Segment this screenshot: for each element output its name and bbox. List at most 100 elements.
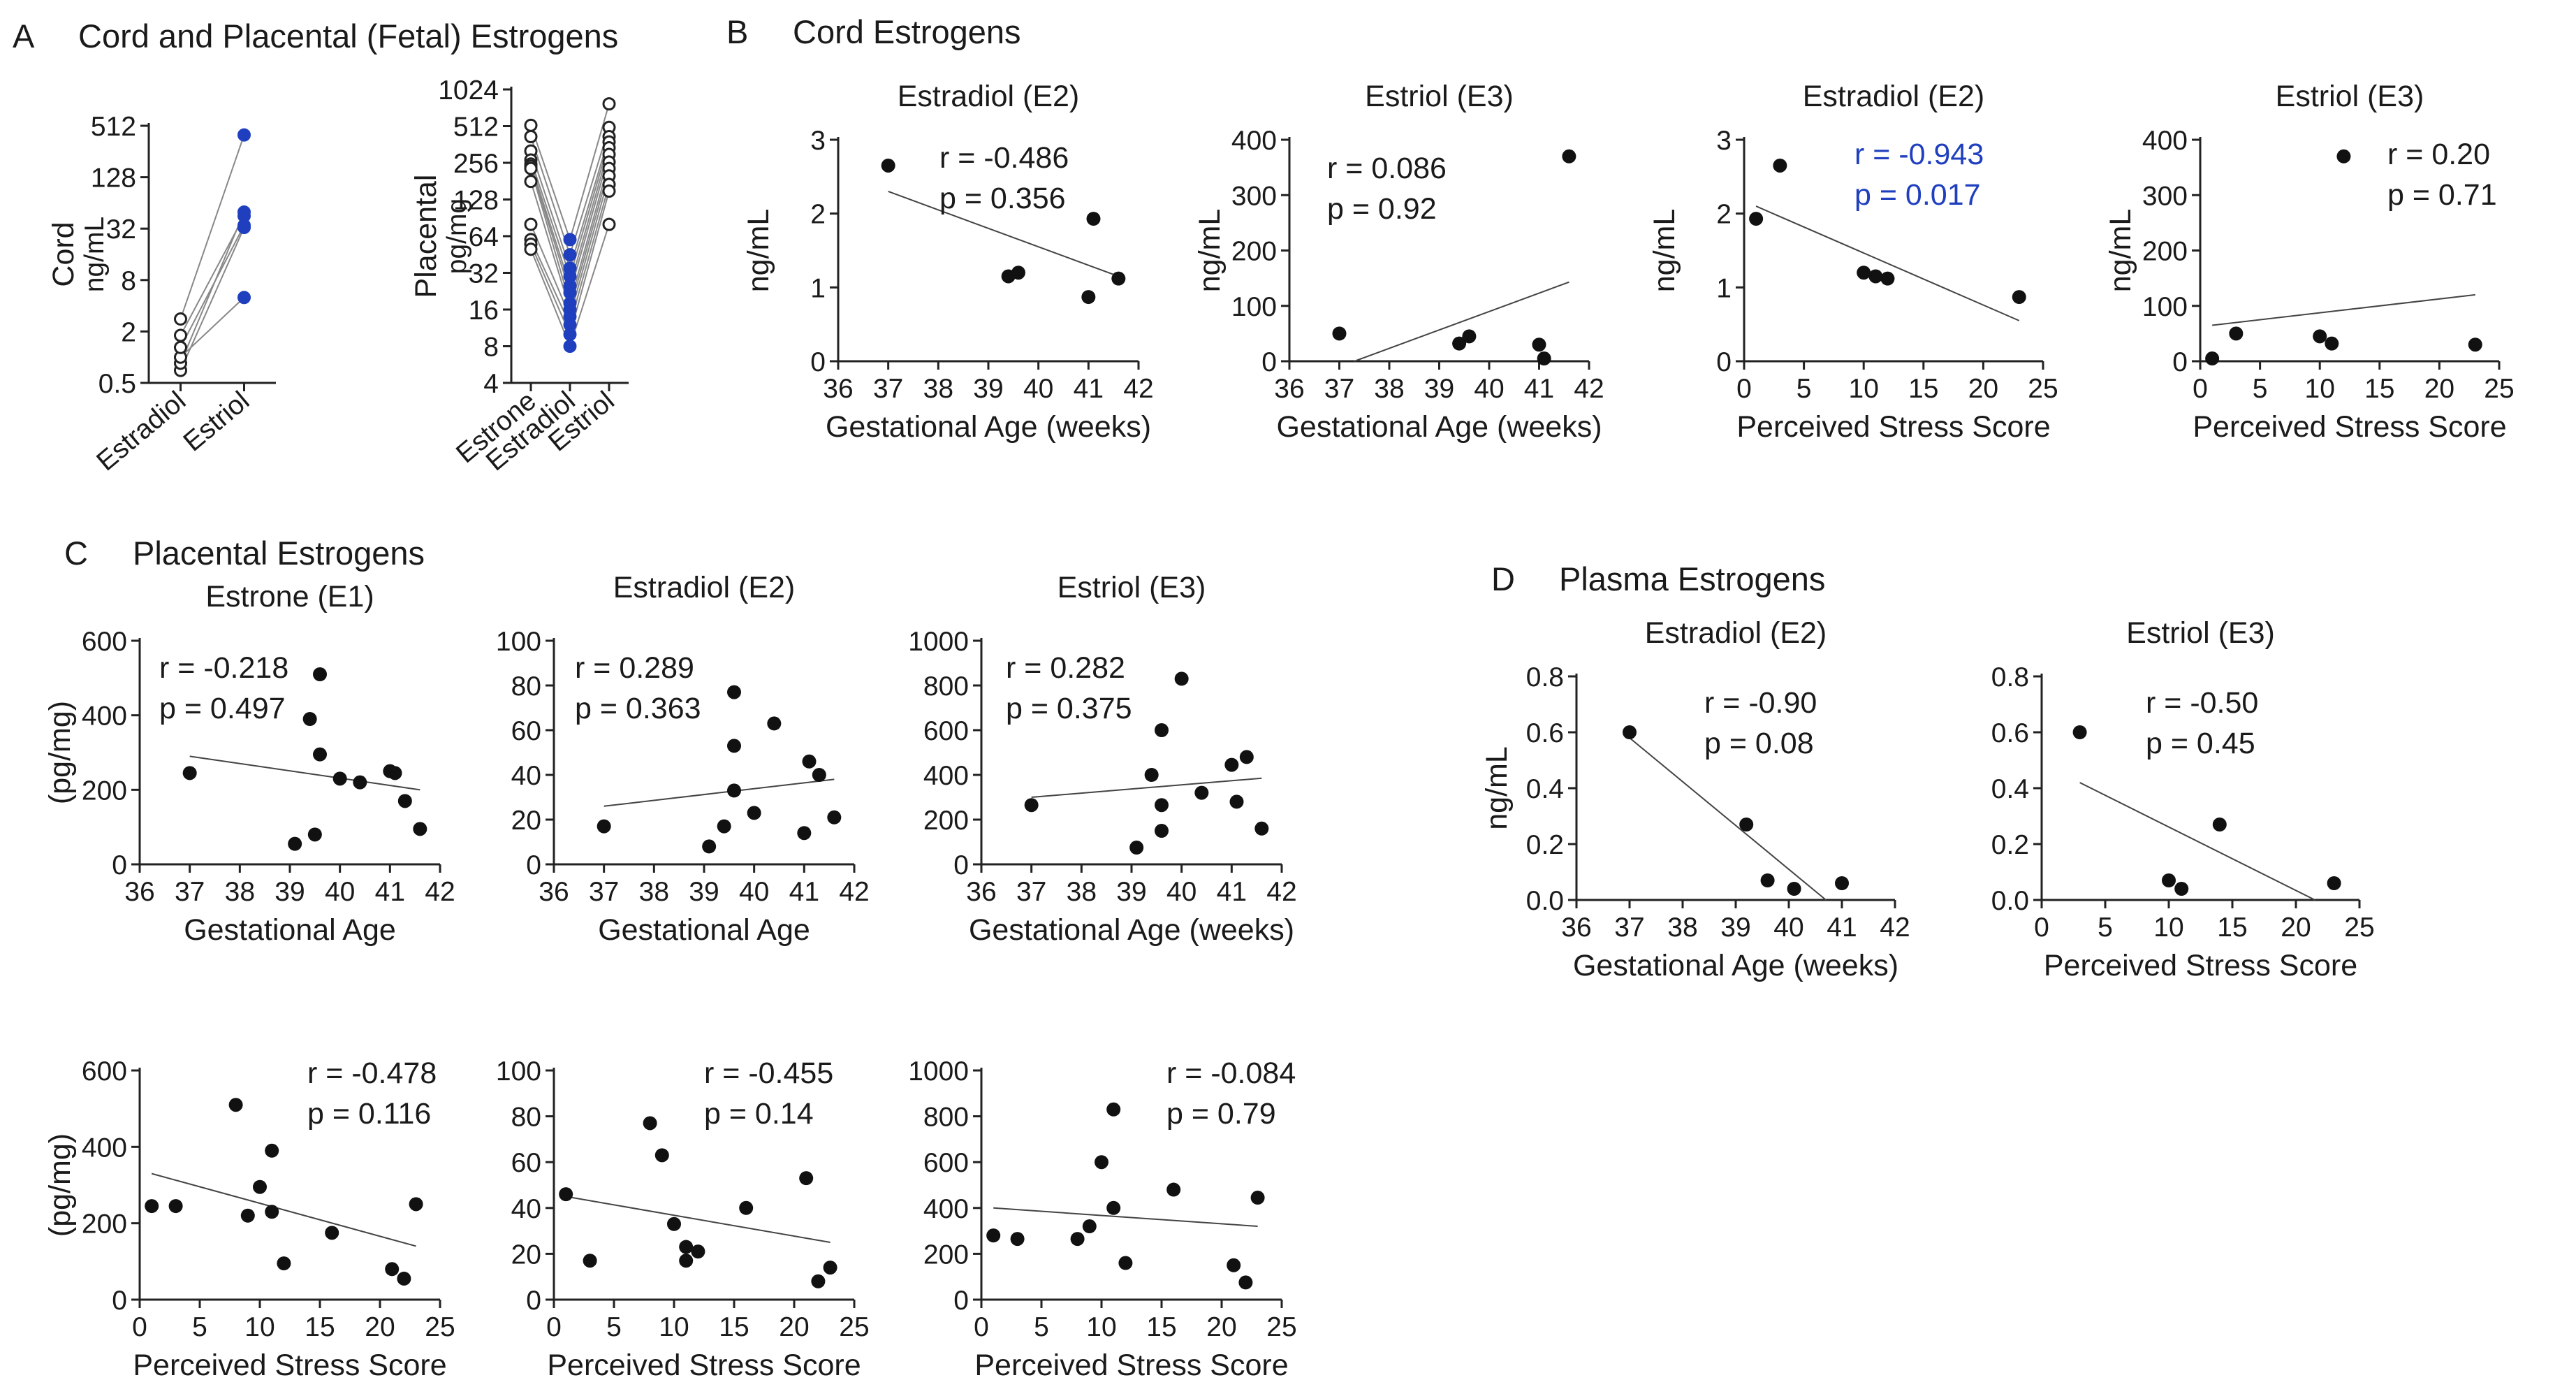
data-point [1787, 882, 1801, 896]
data-point [174, 312, 187, 326]
y-tick-label: 600 [82, 1056, 127, 1087]
stat-r: r = -0.943 [1854, 138, 1984, 171]
stat-r: r = -0.084 [1166, 1056, 1296, 1090]
y-tick-label: 2 [1716, 200, 1732, 230]
x-tick-label: 41 [1217, 877, 1247, 907]
y-tick-label: 2 [121, 317, 136, 347]
y-tick-label: 60 [511, 716, 541, 746]
x-tick-label: 5 [2253, 374, 2268, 404]
y-tick-label: 2 [810, 200, 826, 230]
data-point [1129, 841, 1144, 855]
panel-label-a: A [13, 17, 35, 55]
y-tick-label: 400 [82, 702, 127, 732]
x-tick-label: 15 [719, 1312, 749, 1342]
stat-p: p = 0.79 [1166, 1097, 1276, 1131]
y-tick-label: 0.0 [1991, 886, 2029, 916]
x-axis-label: Perceived Stress Score [974, 1349, 1288, 1380]
y-axis-label: Placental [409, 175, 443, 298]
y-tick-label: 400 [923, 761, 969, 791]
regression-line [888, 191, 1119, 277]
x-tick-label: 20 [1206, 1312, 1236, 1342]
x-tick-label: 0 [2034, 913, 2049, 943]
y-tick-label: 800 [923, 671, 969, 702]
x-tick-label: 37 [1614, 913, 1644, 943]
data-point [2229, 326, 2244, 341]
stat-p: p = 0.71 [2387, 178, 2497, 212]
x-tick-label: 20 [1968, 374, 1998, 404]
x-tick-label: 0 [132, 1312, 147, 1342]
data-point [1537, 351, 1551, 366]
data-point [307, 827, 322, 842]
y-tick-label: 600 [82, 627, 127, 657]
data-point [691, 1244, 705, 1259]
y-tick-label: 0 [2172, 347, 2188, 377]
x-tick-label: 42 [1266, 877, 1296, 907]
data-point [325, 1226, 339, 1240]
x-axis-label: Gestational Age [598, 913, 810, 947]
data-point [2205, 351, 2220, 366]
data-point [1229, 794, 1244, 809]
data-point [1081, 290, 1096, 305]
x-tick-label: 39 [1424, 374, 1454, 404]
x-tick-label: 40 [739, 877, 769, 907]
data-point [559, 1187, 573, 1202]
data-point [1239, 750, 1254, 764]
x-tick-label: 10 [244, 1312, 275, 1342]
y-tick-label: 100 [1231, 292, 1277, 322]
y-axis-label: ng/mL [1648, 209, 1681, 293]
y-tick-label: 40 [511, 1194, 541, 1224]
x-tick-label: 42 [1123, 374, 1153, 404]
stat-r: r = -0.90 [1704, 686, 1817, 720]
data-point [1868, 269, 1883, 284]
y-axis-label: ng/mL [1480, 746, 1514, 830]
x-category-label: Estradiol [91, 386, 191, 477]
y-tick-label: 1000 [908, 627, 969, 657]
x-tick-label: 41 [1827, 913, 1857, 943]
y-tick-label: 800 [923, 1103, 969, 1133]
y-tick-label: 0 [112, 1286, 127, 1316]
data-point [802, 754, 817, 769]
x-tick-label: 25 [839, 1312, 869, 1342]
regression-line [1031, 777, 1262, 798]
y-tick-label: 0 [1716, 347, 1732, 377]
y-tick-label: 40 [511, 761, 541, 791]
x-tick-label: 38 [639, 877, 669, 907]
pair-line [530, 249, 571, 347]
y-tick-label: 80 [511, 671, 541, 702]
data-point [1082, 1219, 1097, 1234]
data-point [811, 1274, 826, 1288]
x-tick-label: 20 [2424, 374, 2454, 404]
stat-r: r = -0.455 [704, 1056, 833, 1090]
x-tick-label: 36 [539, 877, 569, 907]
data-point [812, 768, 826, 782]
data-point [2174, 882, 2189, 896]
y-tick-label: 512 [453, 112, 499, 143]
x-tick-label: 5 [1034, 1312, 1049, 1342]
y-tick-label: 0.6 [1991, 718, 2029, 748]
data-point [1106, 1200, 1121, 1215]
stat-p: p = 0.375 [1006, 692, 1132, 725]
stat-r: r = -0.486 [939, 141, 1069, 175]
pair-line [180, 224, 245, 348]
pair-line [530, 244, 571, 335]
data-point [563, 328, 577, 342]
data-point [182, 766, 197, 780]
y-tick-label: 0.6 [1526, 718, 1564, 748]
stat-p: p = 0.45 [2146, 727, 2255, 760]
y-tick-label: 128 [91, 164, 136, 194]
chart-title: Estradiol (E2) [1803, 80, 1984, 113]
y-tick-label: 1024 [438, 75, 499, 106]
data-point [602, 217, 616, 231]
pair-line [180, 297, 245, 358]
y-tick-label: 0.8 [1991, 662, 2029, 692]
y-tick-label: 1 [810, 273, 826, 303]
y-axis-unit-label: pg/mg [442, 198, 472, 274]
y-tick-label: 80 [511, 1103, 541, 1133]
pair-line [530, 166, 571, 293]
data-point [1749, 212, 1764, 226]
x-axis-label: Gestational Age (weeks) [1276, 410, 1602, 444]
chart-placental-e1-stress-score: 0 200 400 600 0 5 10 15 20 25 Perceived Stress Sco… [43, 1056, 455, 1380]
data-point [1880, 271, 1895, 286]
x-tick-label: 20 [779, 1312, 809, 1342]
